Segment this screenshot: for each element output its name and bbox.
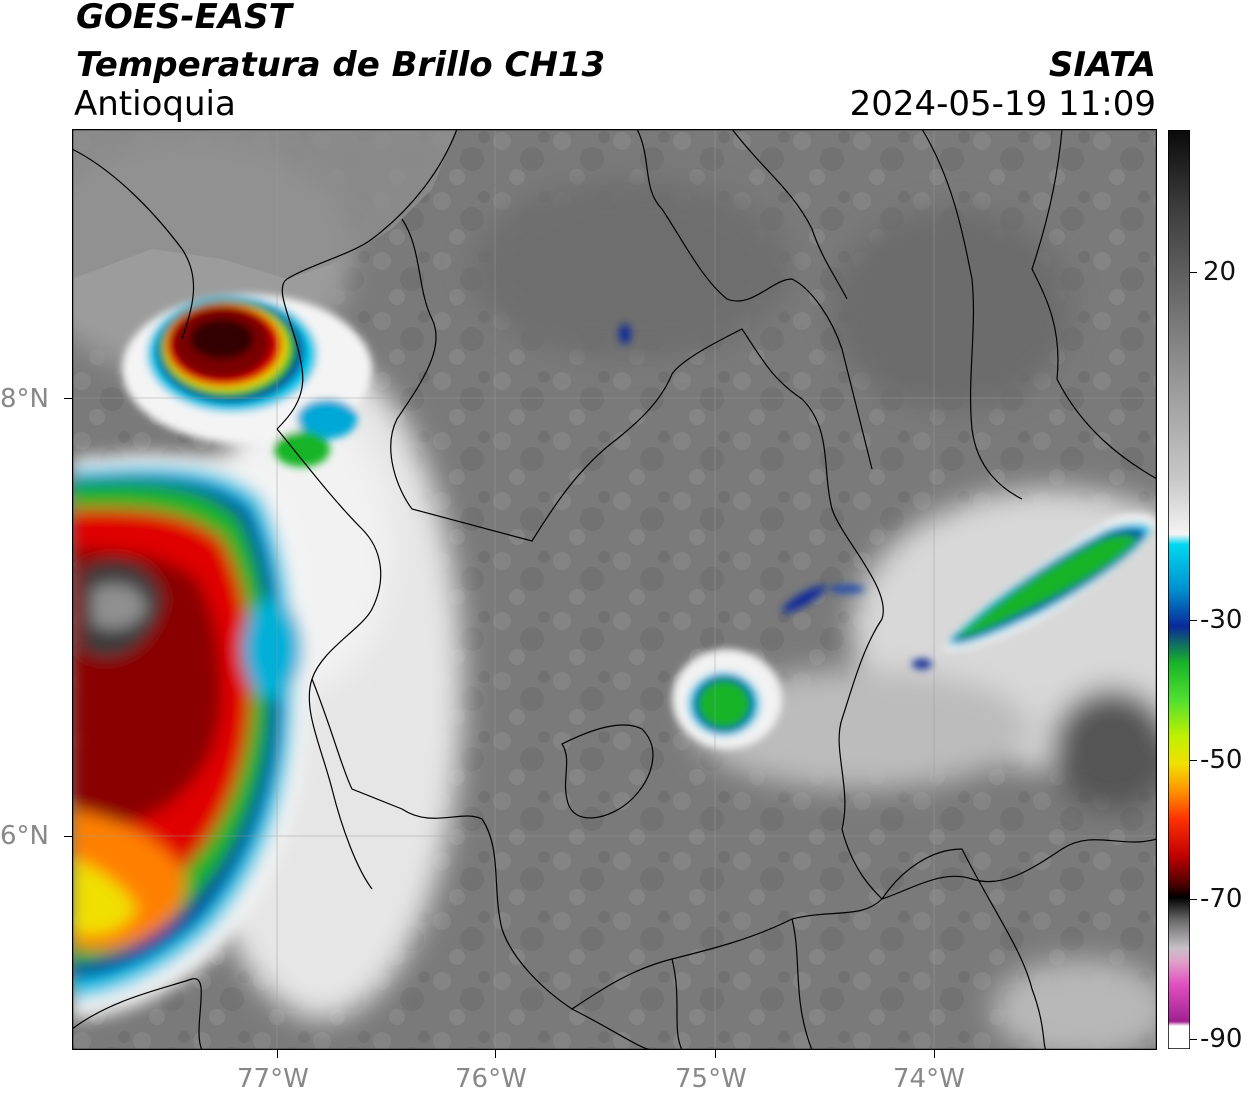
colorbar-label-20: 20 [1203, 257, 1237, 287]
lon-tick-77w [277, 1050, 278, 1058]
colorbar-tick-m30 [1190, 620, 1197, 621]
storm-line-east [912, 513, 1157, 669]
caribbean-sea [72, 129, 457, 279]
storm-cell-central [619, 324, 865, 749]
colorbar-label-m50: -50 [1200, 745, 1243, 775]
colorbar-tick-m50 [1190, 760, 1197, 761]
lon-label-75w: 75°W [675, 1064, 747, 1094]
graticule [72, 129, 1157, 1050]
lat-tick-6n [64, 836, 72, 837]
colorbar-label-m70: -70 [1200, 884, 1243, 914]
organization-label: SIATA [1048, 45, 1156, 85]
lat-tick-8n [64, 398, 72, 399]
admin-boundaries [72, 129, 1157, 1050]
lon-tick-76w [495, 1050, 496, 1058]
colorbar-label-m30: -30 [1200, 605, 1243, 635]
lon-label-76w: 76°W [455, 1064, 527, 1094]
storm-system-west [72, 453, 310, 1019]
datetime-label: 2024-05-19 11:09 [849, 84, 1156, 124]
lon-label-77w: 77°W [237, 1064, 309, 1094]
map-frame [72, 129, 1157, 1050]
temperature-colorbar [1168, 130, 1190, 1049]
lon-tick-74w [934, 1050, 935, 1058]
satellite-map[interactable] [72, 129, 1157, 1050]
satellite-title: GOES-EAST [76, 0, 292, 37]
colorbar-tick-m70 [1190, 899, 1197, 900]
lat-label-8n: 8°N [0, 384, 49, 414]
lon-tick-75w [715, 1050, 716, 1058]
colorbar-tick-20 [1190, 272, 1197, 273]
lat-label-6n: 6°N [0, 821, 49, 851]
lon-label-74w: 74°W [893, 1064, 965, 1094]
colorbar-label-m90: -90 [1200, 1024, 1243, 1054]
region-label: Antioquia [74, 84, 236, 124]
product-title: Temperatura de Brillo CH13 [76, 45, 606, 85]
colorbar-tick-m90 [1190, 1039, 1197, 1040]
